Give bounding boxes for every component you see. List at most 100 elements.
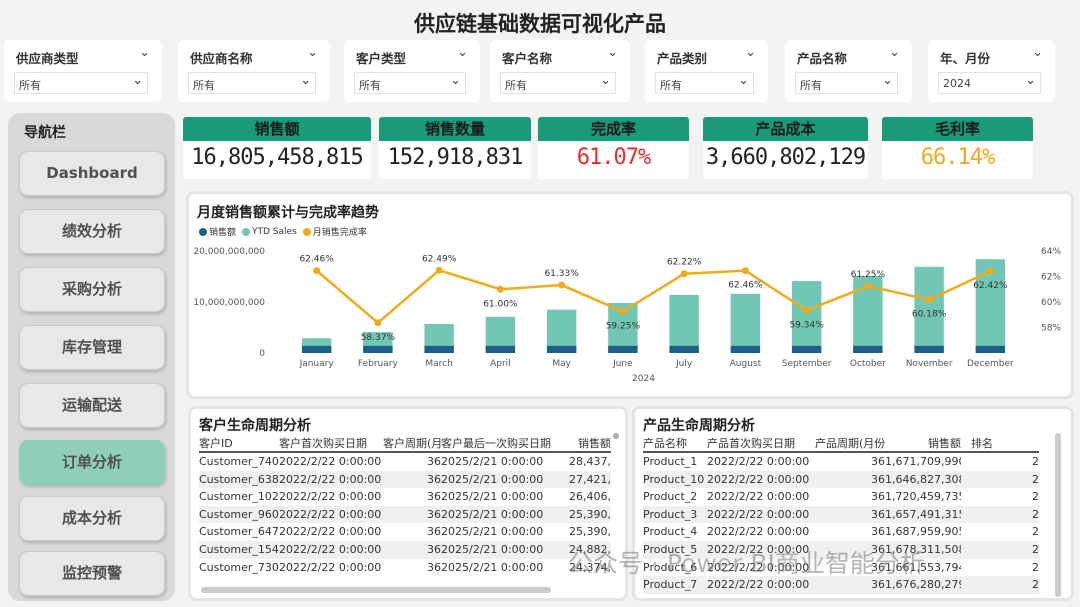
slicer-dropdown[interactable]: 所有 ⌄ [500, 72, 616, 94]
table-cell: 36 [427, 560, 441, 574]
table-row[interactable]: Product_1 2022/2/22 0:00:00 36 1,671,709,99… [643, 453, 1039, 471]
rate-data-label: 59.25% [606, 322, 641, 332]
ytd-bar [914, 266, 944, 353]
y-tick-label: 10,000,000,000 [193, 298, 265, 308]
slicer-2[interactable]: 客户类型 ⌄ 所有 ⌄ [344, 40, 480, 102]
nav-button-0[interactable]: Dashboard [19, 151, 165, 196]
nav-button-5[interactable]: 订单分析 [19, 440, 165, 485]
table-cell: 2022/2/22 0:00:00 [279, 525, 382, 539]
legend-item-ytd[interactable]: YTD Sales [242, 225, 297, 238]
table-cell: 1,678,311,508 [885, 542, 961, 556]
column-header[interactable]: 客户ID [199, 437, 233, 450]
nav-button-3[interactable]: 库存管理 [19, 325, 165, 370]
column-header[interactable]: 销售额 [928, 437, 961, 450]
table-cell: 2 [1032, 490, 1039, 504]
chevron-down-icon[interactable]: ⌄ [607, 45, 618, 60]
slicer-0[interactable]: 供应商类型 ⌄ 所有 ⌄ [4, 40, 162, 102]
slicer-4[interactable]: 产品类别 ⌄ 所有 ⌄ [645, 40, 768, 102]
slicer-label: 产品类别 [657, 51, 708, 66]
chevron-down-icon[interactable]: ⌄ [745, 45, 756, 60]
legend-dot-ytd [242, 227, 251, 236]
table-row[interactable]: Product_2 2022/2/22 0:00:00 36 1,720,459,73… [643, 488, 1039, 506]
table-row[interactable]: Product_4 2022/2/22 0:00:00 36 1,687,959,90… [643, 523, 1039, 541]
table-row[interactable]: Customer_102 2022/2/22 0:00:00 36 2025/2/21… [199, 488, 611, 506]
chevron-down-icon: ⌄ [450, 73, 461, 88]
table-cell: 36 [871, 472, 885, 486]
table-cell: 2022/2/22 0:00:00 [279, 455, 382, 468]
table-row[interactable]: Product_3 2022/2/22 0:00:00 36 1,657,491,31… [643, 505, 1039, 524]
table-cell: 2022/2/22 0:00:00 [707, 542, 810, 556]
slicer-6[interactable]: 年、月份 ⌄ 2024 ⌄ [928, 40, 1055, 102]
x-tick-label: June [612, 359, 633, 369]
slicer-5[interactable]: 产品名称 ⌄ 所有 ⌄ [785, 40, 912, 102]
table-cell: 24,882, [569, 542, 611, 556]
table-row[interactable]: Customer_960 2022/2/22 0:00:00 36 2025/2/21… [199, 505, 611, 524]
slicer-dropdown[interactable]: 所有 ⌄ [655, 72, 754, 94]
chevron-down-icon[interactable]: ⌄ [889, 45, 900, 60]
slicer-1[interactable]: 供应商名称 ⌄ 所有 ⌄ [178, 40, 330, 102]
slicer-dropdown[interactable]: 所有 ⌄ [14, 72, 148, 94]
column-header[interactable]: 产品首次购买日期 [707, 437, 795, 450]
slicer-label: 年、月份 [940, 51, 991, 66]
slicer-dropdown[interactable]: 2024 ⌄ [938, 72, 1041, 94]
table-row[interactable]: Product_5 2022/2/22 0:00:00 36 1,678,311,50… [643, 540, 1039, 559]
customer-table-scroll-dot[interactable] [613, 433, 619, 439]
table-row[interactable]: Customer_154 2022/2/22 0:00:00 36 2025/2/21… [199, 540, 611, 559]
ytd-bar [730, 293, 761, 353]
table-cell: Product_6 [643, 560, 698, 574]
sales-bar [914, 345, 944, 353]
table-row[interactable]: Product_6 2022/2/22 0:00:00 36 1,661,553,79… [643, 559, 1039, 577]
nav-button-1[interactable]: 绩效分析 [19, 209, 165, 254]
product-table-vscrollbar[interactable] [1055, 433, 1061, 597]
x-tick-label: December [967, 359, 1014, 369]
customer-table: 客户ID 客户首次购买日期 客户周期(月) 客户最后一次购买日期 销售额 Customer… [199, 435, 611, 576]
column-header[interactable]: 排名 [971, 437, 993, 450]
column-header[interactable]: 客户周期(月) [383, 437, 441, 450]
chevron-down-icon[interactable]: ⌄ [307, 45, 318, 60]
table-row[interactable]: Customer_740 2022/2/22 0:00:00 36 2025/2/21… [199, 453, 611, 471]
rate-data-label: 62.46% [299, 255, 334, 265]
nav-button-7[interactable]: 监控预警 [19, 551, 165, 596]
chevron-down-icon[interactable]: ⌄ [1032, 45, 1043, 60]
column-header[interactable]: 客户首次购买日期 [279, 437, 367, 450]
kpi-label: 销售数量 [379, 117, 531, 141]
nav-button-2[interactable]: 采购分析 [19, 267, 165, 312]
table-cell: 36 [427, 507, 441, 521]
chevron-down-icon[interactable]: ⌄ [139, 45, 150, 60]
slicer-3[interactable]: 客户名称 ⌄ 所有 ⌄ [490, 40, 630, 102]
table-cell: Customer_740 [199, 455, 279, 468]
table-row[interactable]: Product_10 2022/2/22 0:00:00 36 1,646,827,3… [643, 470, 1039, 489]
table-cell: 1,671,709,990 [885, 455, 961, 468]
table-row[interactable]: Customer_730 2022/2/22 0:00:00 36 2025/2/21… [199, 559, 611, 577]
table-row[interactable]: Customer_638 2022/2/22 0:00:00 36 2025/2/21… [199, 470, 611, 489]
column-header[interactable]: 产品名称 [643, 437, 687, 450]
customer-table-hscrollbar[interactable] [201, 587, 551, 593]
column-header[interactable]: 客户最后一次购买日期 [441, 437, 551, 450]
legend-item-sales[interactable]: 销售额 [199, 225, 236, 238]
slicer-dropdown[interactable]: 所有 ⌄ [354, 72, 466, 94]
slicer-dropdown[interactable]: 所有 ⌄ [188, 72, 316, 94]
x-tick-label: July [675, 359, 693, 369]
table-cell: 2025/2/21 0:00:00 [441, 560, 544, 574]
slicer-value: 所有 [359, 79, 381, 92]
table-cell: 36 [871, 490, 885, 504]
chevron-down-icon: ⌄ [882, 73, 893, 88]
legend-item-rate[interactable]: 月销售完成率 [302, 225, 367, 238]
slicer-dropdown[interactable]: 所有 ⌄ [795, 72, 898, 94]
chevron-down-icon[interactable]: ⌄ [457, 45, 468, 60]
rate-data-label: 61.00% [483, 299, 518, 309]
table-cell: 1,657,491,315 [885, 507, 961, 521]
nav-button-6[interactable]: 成本分析 [19, 496, 165, 541]
x-tick-label: September [782, 359, 832, 369]
table-row[interactable]: Product_7 2022/2/22 0:00:00 36 1,676,280,27… [643, 576, 1039, 594]
nav-button-4[interactable]: 运输配送 [19, 383, 165, 428]
table-row[interactable]: Customer_647 2022/2/22 0:00:00 36 2025/2/21… [199, 523, 611, 541]
column-header[interactable]: 销售额 [578, 437, 611, 450]
table-cell: 2 [1032, 560, 1039, 574]
ytd-bar [669, 294, 699, 353]
table-cell: 1,661,553,794 [885, 560, 961, 574]
legend-label-rate: 月销售完成率 [312, 228, 367, 238]
kpi-card-0: 销售额 16,805,458,815 [183, 117, 371, 179]
column-header[interactable]: 产品周期(月份) [815, 437, 885, 450]
table-cell: 25,390, [569, 507, 611, 521]
